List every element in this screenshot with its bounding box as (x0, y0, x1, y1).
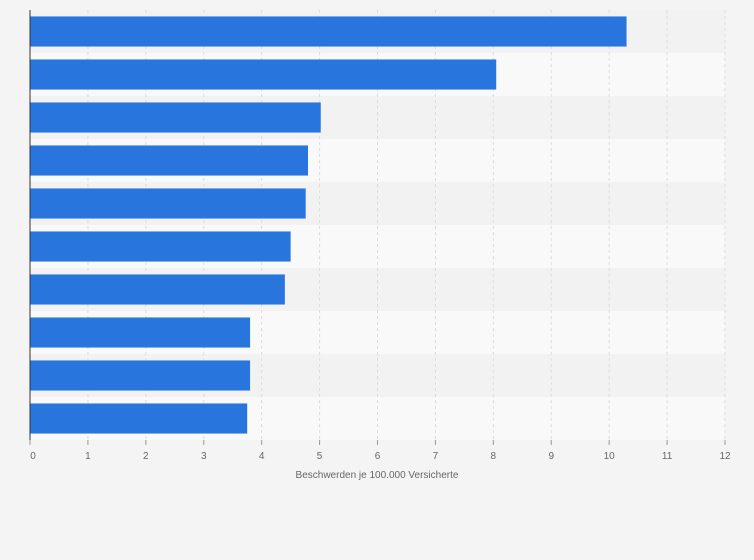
bar[interactable] (30, 231, 291, 262)
x-tick-label: 2 (143, 451, 149, 462)
bar[interactable] (30, 102, 321, 133)
x-tick-label: 6 (375, 451, 381, 462)
bar[interactable] (30, 59, 497, 90)
x-axis-title: Beschwerden je 100.000 Versicherte (296, 470, 459, 481)
bar[interactable] (30, 360, 251, 391)
bar[interactable] (30, 16, 627, 47)
bar[interactable] (30, 317, 251, 348)
x-tick-label: 7 (433, 451, 439, 462)
x-axis-ticks: 0 1 2 3 4 5 6 7 8 9 10 11 12 (29, 440, 731, 462)
bar[interactable] (30, 274, 285, 305)
x-tick-label: 9 (548, 451, 554, 462)
x-tick-label: 5 (317, 451, 323, 462)
x-tick-label: 0 (30, 451, 36, 462)
bars (30, 16, 627, 434)
x-tick-label: 4 (259, 451, 265, 462)
x-tick-label: 8 (491, 451, 497, 462)
x-tick-label: 11 (662, 451, 673, 462)
x-tick-label: 12 (719, 451, 731, 462)
bar[interactable] (30, 188, 306, 219)
bar[interactable] (30, 403, 248, 434)
x-tick-label: 10 (604, 451, 616, 462)
x-tick-label: 1 (85, 451, 91, 462)
x-tick-label: 3 (201, 451, 207, 462)
bar[interactable] (30, 145, 308, 176)
